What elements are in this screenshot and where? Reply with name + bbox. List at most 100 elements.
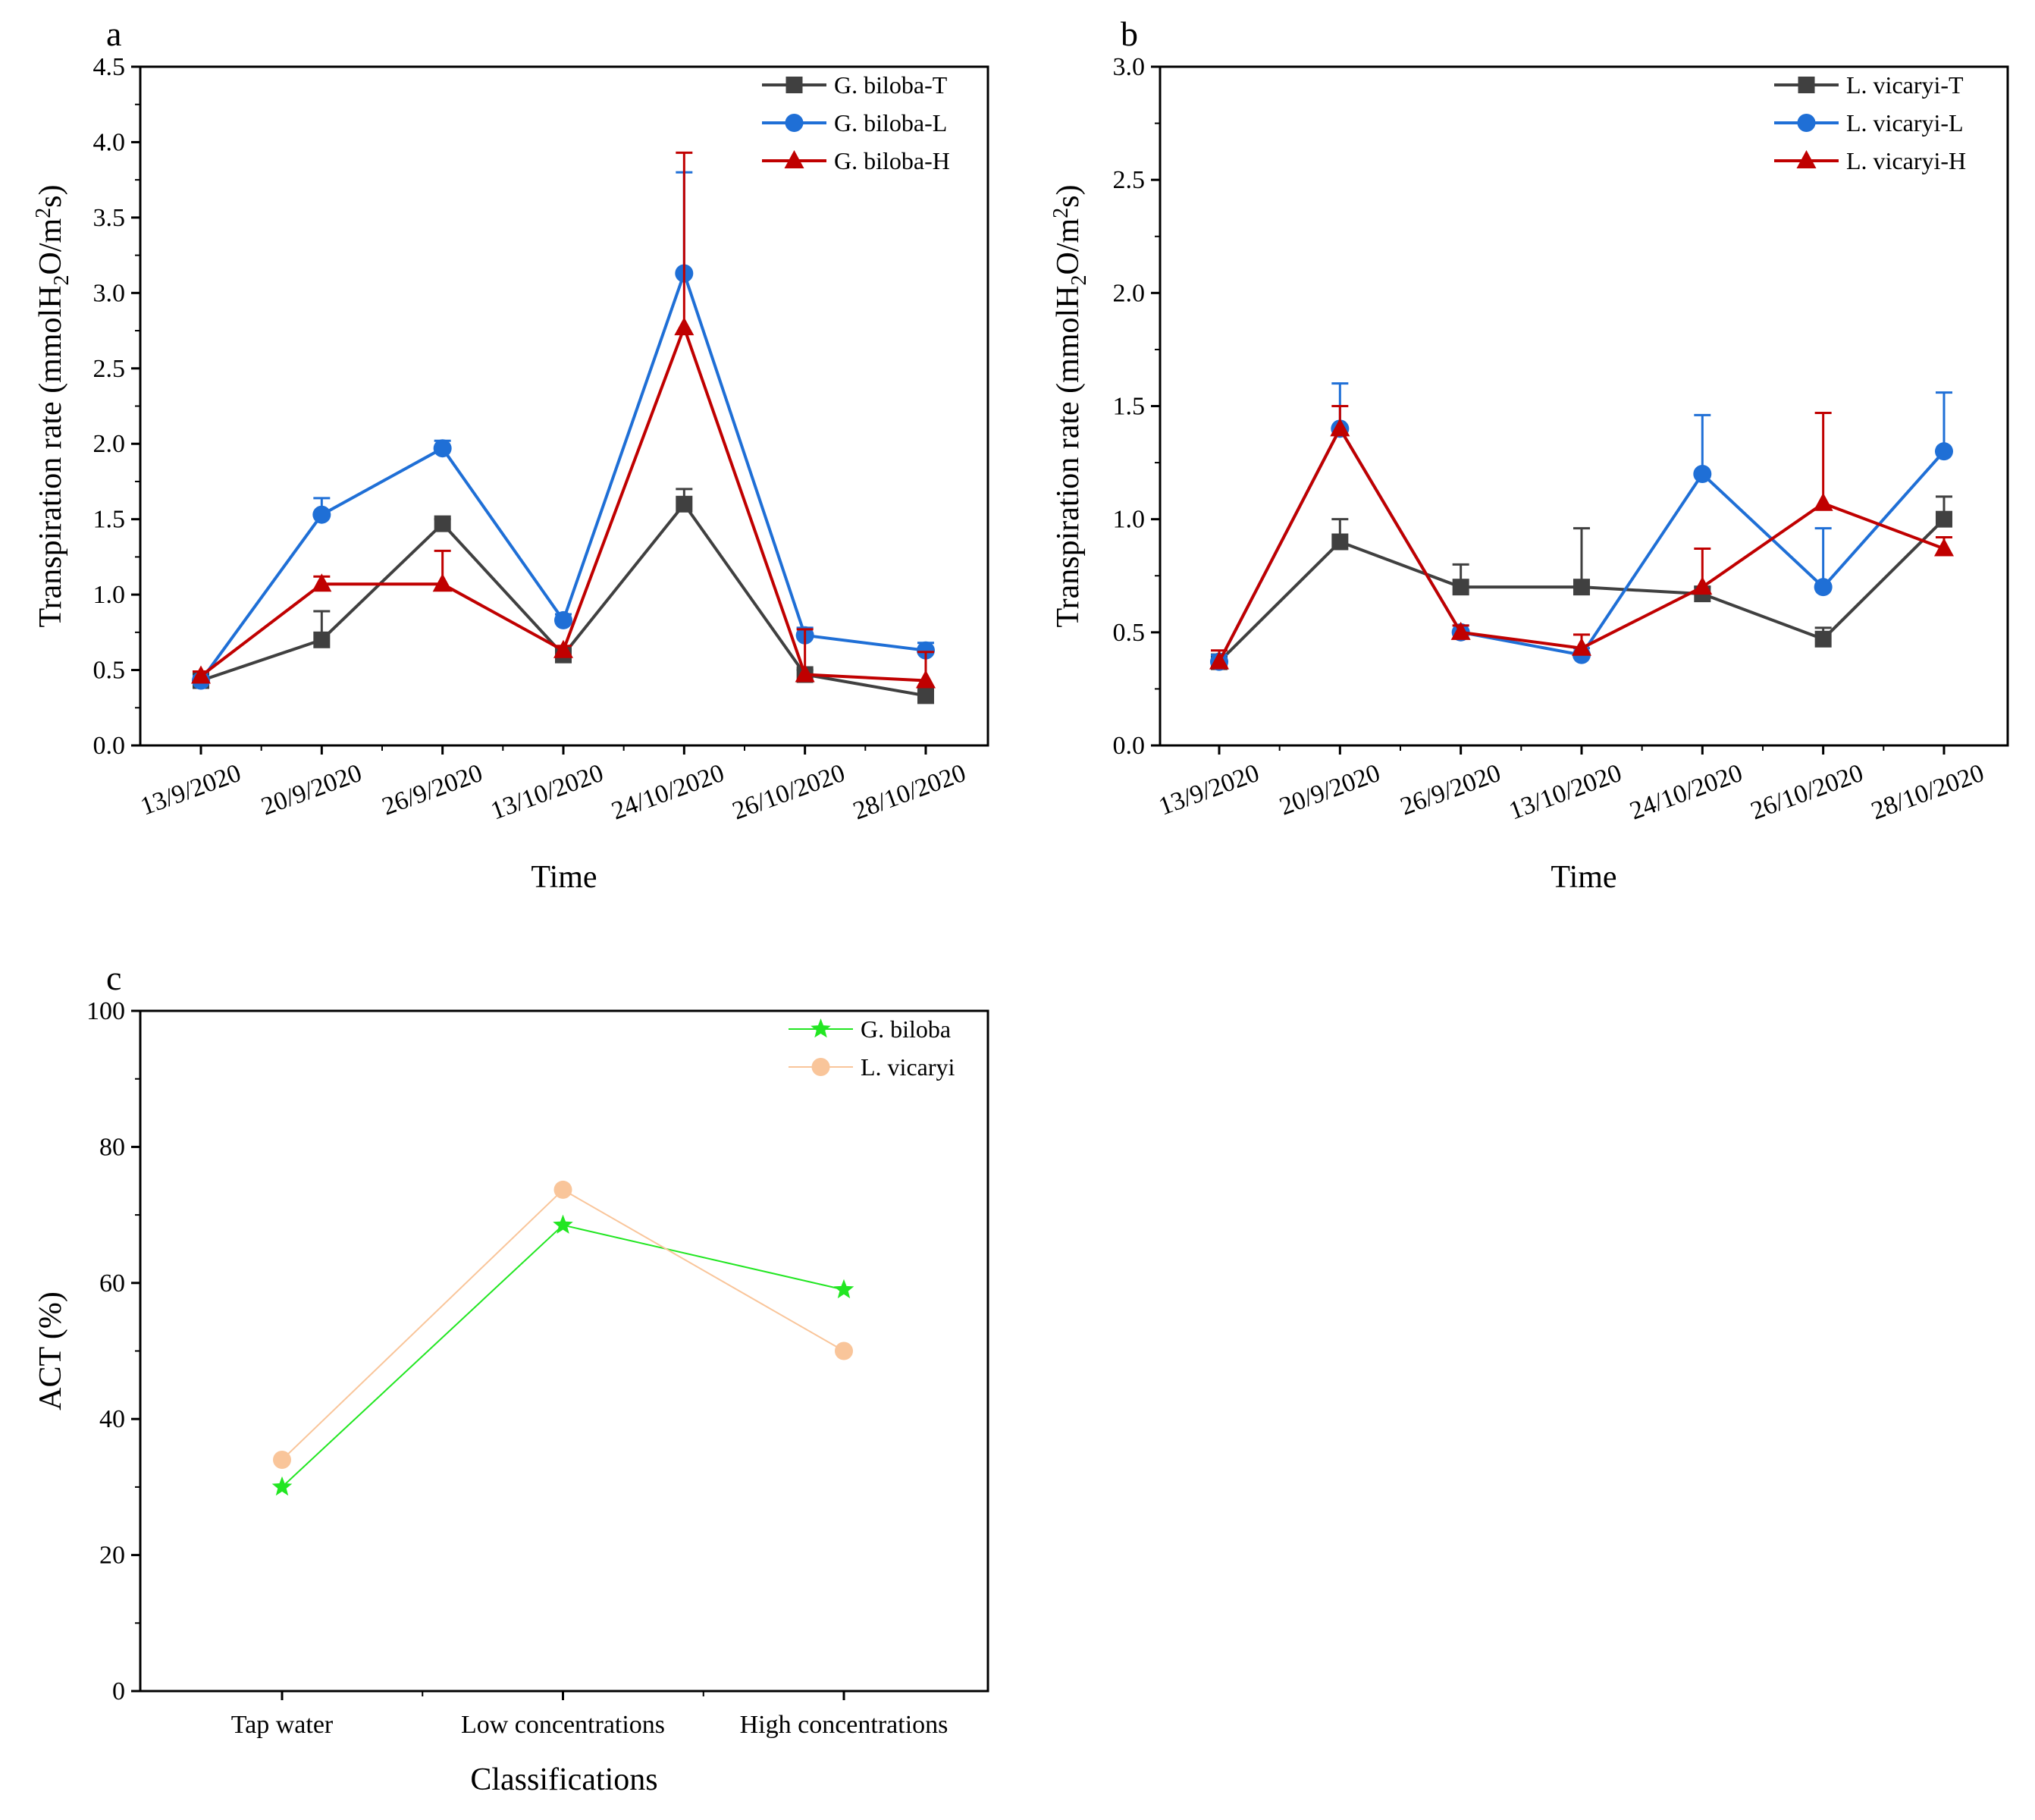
data-point — [676, 495, 693, 513]
y-tick-label: 0.5 — [1113, 619, 1146, 647]
y-tick-label: 2.5 — [93, 355, 126, 383]
legend-marker — [811, 1018, 831, 1038]
legend-marker — [785, 114, 804, 132]
x-tick-label: 26/9/2020 — [378, 759, 486, 821]
series-line — [281, 1224, 845, 1488]
y-tick-label: 100 — [86, 997, 125, 1025]
x-tick-label: 28/10/2020 — [849, 759, 969, 826]
y-tick-label: 2.5 — [1113, 166, 1146, 194]
data-point — [1933, 538, 1954, 557]
y-axis-title-part: s) — [1051, 184, 1086, 207]
data-point — [273, 1451, 291, 1470]
y-tick-label: 20 — [99, 1542, 125, 1570]
data-point — [553, 610, 572, 629]
legend-marker — [1798, 77, 1815, 93]
panel-letter: c — [106, 959, 121, 997]
legend-label: L. vicaryi — [861, 1053, 955, 1081]
data-point — [1331, 533, 1349, 551]
legend-marker — [1796, 150, 1817, 168]
y-tick-label: 1.5 — [1113, 393, 1146, 421]
series-l-vicaryi-t — [1211, 495, 1952, 670]
x-tick-label: 28/10/2020 — [1867, 759, 1987, 826]
x-tick-label: 13/10/2020 — [488, 759, 607, 826]
panel-b: b 0.0 0.5 1.0 1.5 2.0 2.5 3.0 13/9/2020 20/9/2020… — [1049, 14, 2009, 895]
data-point — [313, 631, 331, 648]
data-point — [1934, 442, 1953, 461]
x-tick-label: 26/9/2020 — [1397, 759, 1504, 821]
data-point — [553, 639, 573, 658]
legend-marker — [784, 150, 804, 168]
x-tick-label: High concentrations — [740, 1711, 949, 1739]
data-point — [1452, 579, 1469, 596]
y-tick-label: 2.0 — [1113, 279, 1146, 307]
y-axis-title-part: 2 — [1068, 275, 1091, 285]
y-axis-title: Transpiration rate (mmolH2O/m2s) — [1049, 184, 1091, 627]
legend-label: G. biloba — [861, 1015, 951, 1043]
y-axis-title-part: O/m — [1051, 218, 1086, 275]
legend-label: L. vicaryi-H — [1846, 147, 1966, 174]
y-axis-title-part: Transpiration rate (mmolH — [33, 285, 68, 627]
legend-marker — [1797, 114, 1816, 132]
legend-label: G. biloba-T — [834, 71, 948, 99]
x-tick-label: 20/9/2020 — [258, 759, 365, 821]
y-axis-title-part: 2 — [1049, 208, 1073, 218]
y-tick-label: 4.0 — [93, 128, 126, 156]
x-tick-label: 13/9/2020 — [1155, 759, 1262, 821]
y-tick-label: 0.5 — [93, 657, 126, 685]
series-g-biloba — [271, 1214, 854, 1496]
y-tick-label: 3.0 — [1113, 53, 1146, 81]
data-point — [1935, 510, 1952, 528]
x-tick-label: Tap water — [231, 1711, 334, 1739]
legend-label: L. vicaryi-L — [1846, 109, 1964, 136]
data-point — [915, 670, 936, 689]
x-tick-label: 20/9/2020 — [1276, 759, 1384, 821]
data-point — [1209, 651, 1229, 670]
data-point — [433, 439, 452, 458]
series-line — [281, 1188, 845, 1461]
y-axis-title-part: 2 — [32, 208, 55, 218]
data-point — [1813, 492, 1833, 511]
y-axis-title-part: Transpiration rate (mmolH — [1051, 285, 1086, 627]
data-point — [271, 1476, 293, 1496]
data-point — [833, 1279, 854, 1299]
legend-label: G. biloba-H — [834, 147, 950, 174]
y-tick-label: 1.0 — [1113, 506, 1146, 534]
data-point — [191, 665, 211, 684]
data-point — [434, 515, 451, 532]
data-point — [553, 1180, 572, 1199]
data-point — [1330, 418, 1350, 437]
data-point — [795, 664, 815, 682]
legend-label: L. vicaryi-T — [1846, 71, 1964, 99]
y-tick-label: 40 — [99, 1405, 125, 1433]
panel-c: c 0 20 40 60 80 100 Tap water Low concentrations… — [33, 959, 989, 1797]
x-tick-label: 13/9/2020 — [136, 759, 244, 821]
series-l-vicaryi-h — [1209, 405, 1954, 670]
plot-frame — [139, 1009, 989, 1693]
y-tick-label: 1.0 — [93, 581, 126, 609]
data-point — [1450, 621, 1471, 640]
y-tick-label: 80 — [99, 1133, 125, 1161]
y-tick-label: 60 — [99, 1269, 125, 1298]
data-point — [432, 573, 453, 592]
x-axis-title: Time — [1551, 860, 1616, 895]
y-tick-label: 0.0 — [1113, 732, 1146, 760]
panel-letter: b — [1121, 14, 1138, 53]
series-g-biloba-l — [192, 171, 935, 690]
legend-marker — [811, 1058, 830, 1076]
x-axis-title: Time — [531, 860, 597, 895]
data-point — [674, 317, 695, 336]
y-tick-label: 1.5 — [93, 506, 126, 534]
y-tick-label: 0.0 — [93, 732, 126, 760]
data-point — [1814, 630, 1832, 648]
x-tick-label: 13/10/2020 — [1506, 759, 1626, 826]
y-tick-label: 3.0 — [93, 279, 126, 307]
y-tick-label: 3.5 — [93, 204, 126, 232]
x-tick-label: 24/10/2020 — [608, 759, 728, 826]
y-axis-title-part: s) — [33, 184, 68, 207]
panel-a: a 0.0 0.5 1.0 1.5 2.0 2.5 3.0 3.5 4.0 4.5 13/9/2020… — [32, 14, 989, 895]
x-tick-label: 26/10/2020 — [1747, 759, 1867, 826]
data-point — [1814, 578, 1833, 597]
y-tick-label: 4.5 — [93, 53, 126, 81]
series-l-vicaryi — [273, 1180, 853, 1470]
legend-label: G. biloba-L — [834, 109, 947, 136]
